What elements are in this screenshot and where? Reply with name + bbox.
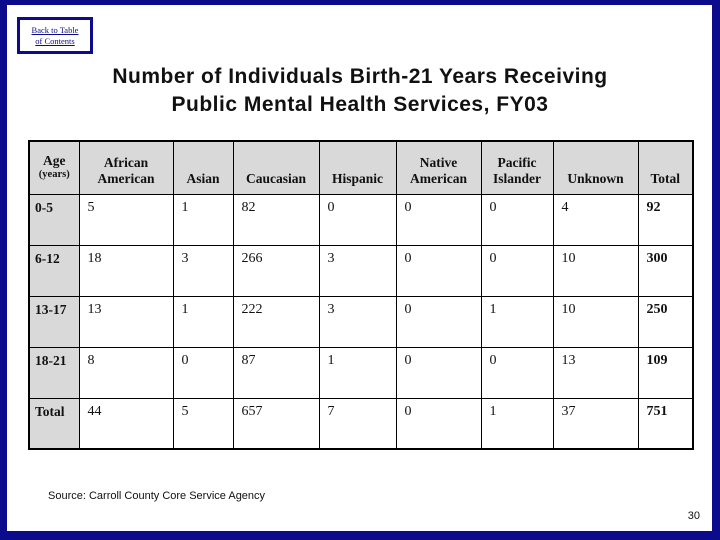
table-header-row: Age (years) African American Asian Cauca… — [28, 140, 694, 195]
table-row: 6-12 18 3 266 3 0 0 10 300 — [28, 244, 694, 297]
cell: 1 — [172, 295, 234, 348]
cell: 10 — [552, 244, 639, 297]
cell: 4 — [552, 193, 639, 246]
cell: 82 — [232, 193, 320, 246]
table-row-total: Total 44 5 657 7 0 1 37 751 — [28, 397, 694, 450]
services-by-age-race-table: Age (years) African American Asian Cauca… — [28, 140, 694, 450]
cell: 0 — [395, 397, 482, 450]
cell: 13 — [552, 346, 639, 399]
cell: 1 — [318, 346, 397, 399]
cell: 266 — [232, 244, 320, 297]
cell-row-total: 92 — [637, 193, 694, 246]
slide-title-line1: Number of Individuals Birth-21 Years Rec… — [112, 65, 608, 88]
col-header-caucasian: Caucasian — [232, 140, 320, 195]
table-row: 18-21 8 0 87 1 0 0 13 109 — [28, 346, 694, 399]
col-header-african-american: African American — [78, 140, 174, 195]
cell: 0 — [480, 244, 554, 297]
cell: 7 — [318, 397, 397, 450]
col-header-unknown: Unknown — [552, 140, 639, 195]
col-header-native-american: Native American — [395, 140, 482, 195]
slide-title-line2: Public Mental Health Services, FY03 — [171, 93, 549, 116]
cell: 87 — [232, 346, 320, 399]
cell-row-total: 109 — [637, 346, 694, 399]
cell: 1 — [480, 397, 554, 450]
col-header-hispanic: Hispanic — [318, 140, 397, 195]
back-to-toc-button[interactable]: Back to Table of Contents — [17, 17, 93, 54]
cell-row-total: 300 — [637, 244, 694, 297]
cell: 1 — [172, 193, 234, 246]
slide-title: Number of Individuals Birth-21 Years Rec… — [7, 63, 713, 119]
cell: 1 — [480, 295, 554, 348]
cell: 3 — [172, 244, 234, 297]
row-label-6-12: 6-12 — [28, 244, 80, 297]
cell: 0 — [318, 193, 397, 246]
cell: 0 — [395, 346, 482, 399]
cell-row-total: 250 — [637, 295, 694, 348]
col-header-total: Total — [637, 140, 694, 195]
table-row: 0-5 5 1 82 0 0 0 4 92 — [28, 193, 694, 246]
cell: 0 — [395, 295, 482, 348]
row-label-13-17: 13-17 — [28, 295, 80, 348]
cell: 37 — [552, 397, 639, 450]
cell: 13 — [78, 295, 174, 348]
table-row: 13-17 13 1 222 3 0 1 10 250 — [28, 295, 694, 348]
cell: 657 — [232, 397, 320, 450]
cell: 8 — [78, 346, 174, 399]
cell: 18 — [78, 244, 174, 297]
cell: 222 — [232, 295, 320, 348]
cell: 0 — [395, 244, 482, 297]
cell: 0 — [480, 346, 554, 399]
row-label-18-21: 18-21 — [28, 346, 80, 399]
cell: 0 — [172, 346, 234, 399]
cell: 10 — [552, 295, 639, 348]
cell: 0 — [395, 193, 482, 246]
cell-grand-total: 751 — [637, 397, 694, 450]
back-to-toc-link[interactable]: Back to Table of Contents — [31, 24, 79, 46]
col-header-pacific-islander: Pacific Islander — [480, 140, 554, 195]
source-note: Source: Carroll County Core Service Agen… — [48, 490, 266, 502]
cell: 0 — [480, 193, 554, 246]
row-label-0-5: 0-5 — [28, 193, 80, 246]
cell: 5 — [78, 193, 174, 246]
col-header-asian: Asian — [172, 140, 234, 195]
cell: 44 — [78, 397, 174, 450]
cell: 3 — [318, 244, 397, 297]
cell: 5 — [172, 397, 234, 450]
col-header-age: Age (years) — [28, 140, 80, 195]
cell: 3 — [318, 295, 397, 348]
page-number: 30 — [687, 510, 700, 522]
row-label-total: Total — [28, 397, 80, 450]
